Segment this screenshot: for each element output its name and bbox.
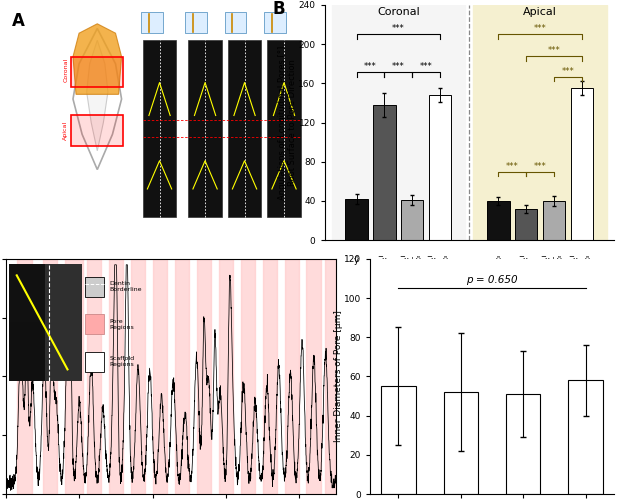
Text: ̅x−ỹ: ̅x−ỹ	[432, 256, 448, 265]
Bar	[175, 259, 189, 494]
Bar	[141, 12, 162, 33]
Bar	[267, 40, 301, 217]
Bar	[569, 380, 603, 494]
Bar	[228, 40, 261, 217]
Bar	[153, 259, 167, 494]
Polygon shape	[73, 24, 122, 94]
Text: ̅x+ỹ: ̅x+ỹ	[404, 256, 420, 265]
Bar	[108, 259, 123, 494]
Text: Coronal: Coronal	[377, 7, 420, 17]
Bar	[43, 259, 58, 494]
Bar	[131, 259, 145, 494]
Text: ̅x−ỹ: ̅x−ỹ	[574, 256, 590, 265]
Bar	[429, 95, 451, 240]
Text: p = 0.650: p = 0.650	[466, 275, 518, 285]
Bar	[506, 394, 541, 494]
Bar	[65, 259, 83, 494]
Text: ***: ***	[392, 24, 405, 33]
Bar	[188, 40, 222, 217]
Bar	[373, 105, 396, 240]
Text: ̅x+ỹ: ̅x+ỹ	[546, 256, 562, 265]
Bar	[71, 115, 123, 146]
Bar	[17, 259, 32, 494]
Bar	[325, 259, 336, 494]
Bar	[474, 5, 607, 240]
Bar	[225, 12, 246, 33]
Text: ***: ***	[420, 61, 433, 71]
Y-axis label: Inner Diameters of Pore [μm]: Inner Diameters of Pore [μm]	[334, 310, 342, 443]
Text: ỹ: ỹ	[354, 256, 359, 265]
Text: A: A	[12, 12, 25, 30]
Text: ***: ***	[534, 24, 546, 33]
Text: ỹ: ỹ	[496, 256, 501, 265]
Text: ***: ***	[392, 61, 405, 71]
Text: ̅x: ̅x	[524, 256, 529, 265]
Y-axis label: Angulations of Longitudinal Pores [°]
Root Surface to Pore Direction: Angulations of Longitudinal Pores [°] Ro…	[278, 45, 297, 200]
Bar	[570, 88, 593, 240]
Text: ***: ***	[547, 46, 560, 55]
Bar	[285, 259, 299, 494]
Bar	[515, 209, 538, 240]
Bar	[401, 200, 423, 240]
Bar	[381, 386, 415, 494]
Bar	[332, 5, 465, 240]
Text: ̅x: ̅x	[382, 256, 387, 265]
Bar	[197, 259, 211, 494]
Bar	[444, 392, 478, 494]
Bar	[241, 259, 255, 494]
Text: Apical: Apical	[523, 7, 557, 17]
Text: Apical: Apical	[63, 121, 68, 140]
Bar	[185, 12, 206, 33]
Bar	[262, 259, 277, 494]
Bar	[71, 57, 123, 87]
Polygon shape	[87, 40, 108, 151]
Text: ***: ***	[534, 162, 546, 171]
Bar	[264, 12, 286, 33]
Bar	[306, 259, 321, 494]
Text: Coronal: Coronal	[63, 57, 68, 82]
Polygon shape	[73, 28, 122, 170]
Bar	[487, 201, 510, 240]
Text: ***: ***	[364, 61, 377, 71]
Bar	[87, 259, 102, 494]
Bar	[345, 199, 368, 240]
Bar	[143, 40, 176, 217]
Bar	[219, 259, 233, 494]
Bar	[543, 201, 565, 240]
Text: ***: ***	[506, 162, 519, 171]
Text: B: B	[273, 0, 285, 18]
Text: ***: ***	[562, 66, 574, 75]
